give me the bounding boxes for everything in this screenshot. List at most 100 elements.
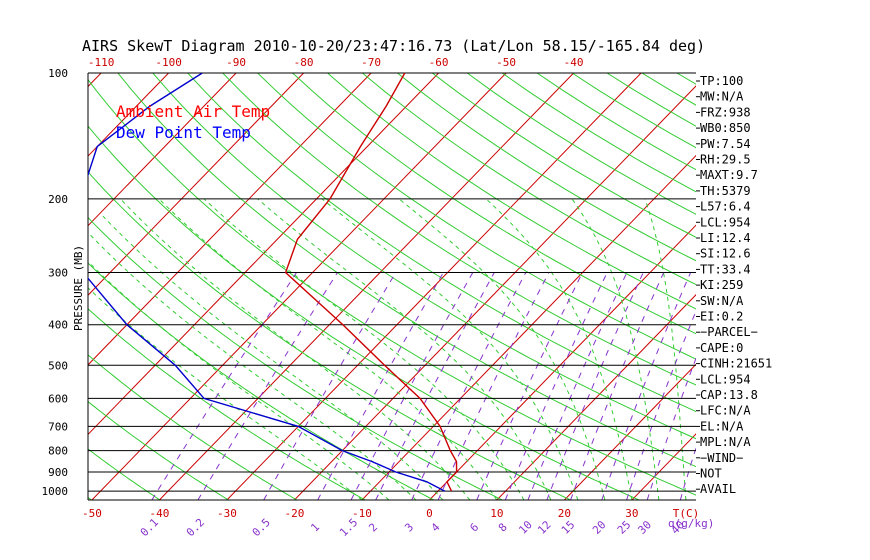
mixing-ratio-line xyxy=(437,272,550,500)
isotherm-line xyxy=(294,85,696,500)
stability-index-label: −WIND− xyxy=(700,451,743,465)
top-temp-tick-label: -40 xyxy=(564,56,584,69)
pressure-tick-label: 400 xyxy=(48,319,68,332)
dry-adiabat-line xyxy=(117,73,696,468)
mixing-ratio-tick-label: 30 xyxy=(635,518,654,537)
stability-index-label: LI:12.4 xyxy=(700,231,751,245)
mixing-ratio-line xyxy=(570,272,665,500)
mixing-ratio-tick-label: 2 xyxy=(366,521,380,535)
top-temp-tick-label: -100 xyxy=(155,56,182,69)
mixing-ratio-line xyxy=(646,356,696,500)
mixing-ratio-line xyxy=(151,272,297,500)
stability-index-label: MW:N/A xyxy=(700,90,744,104)
moist-adiabat-line xyxy=(398,198,606,500)
isotherm-line xyxy=(88,73,372,366)
moist-adiabat-line xyxy=(158,198,498,500)
dry-adiabat-line xyxy=(88,262,435,500)
mixing-ratio-line xyxy=(626,309,696,500)
dry-adiabat-line xyxy=(222,73,696,386)
moist-adiabat-line xyxy=(120,198,471,500)
bottom-temp-tick-label: -40 xyxy=(149,507,169,520)
mixing-ratio-tick-label: 1 xyxy=(308,521,322,535)
dew-point-temp-line xyxy=(88,73,446,492)
isotherm-line xyxy=(361,154,696,500)
dry-adiabat-line xyxy=(152,73,696,440)
mixing-ratio-line xyxy=(476,272,583,500)
stability-index-label: TT:33.4 xyxy=(700,262,751,276)
dry-adiabat-line xyxy=(501,73,696,193)
isotherm-line xyxy=(88,73,439,436)
isotherm-line xyxy=(159,73,574,500)
stability-index-label: WB0:850 xyxy=(700,121,751,135)
isotherm-line xyxy=(88,73,304,296)
legend-dew-point-temp: Dew Point Temp xyxy=(116,123,251,142)
legend: Ambient Air Temp Dew Point Temp xyxy=(116,102,270,142)
dry-adiabat-line xyxy=(0,73,23,500)
mixing-ratio-line xyxy=(197,272,338,500)
bottom-temp-tick-label: 0 xyxy=(426,507,433,520)
legend-ambient-air-temp: Ambient Air Temp xyxy=(116,102,270,121)
ambient-air-temp-line xyxy=(284,73,458,492)
bottom-temp-tick-label: 10 xyxy=(490,507,503,520)
mixing-ratio-tick-label: 4 xyxy=(429,520,443,534)
moist-adiabat-line xyxy=(102,215,444,500)
mixing-ratio-line xyxy=(375,272,495,500)
stability-index-label: TH:5379 xyxy=(700,184,751,198)
stability-index-label: PW:7.54 xyxy=(700,137,751,151)
stability-index-label: TP:100 xyxy=(700,74,743,88)
dry-adiabat-line xyxy=(88,171,571,500)
mixing-ratio-unit: q(g/kg) xyxy=(668,517,714,530)
stability-index-label: FRZ:938 xyxy=(700,105,751,119)
stability-index-label: AVAIL xyxy=(700,482,736,496)
sounding-series xyxy=(88,73,458,492)
stability-index-label: NOT xyxy=(700,467,722,481)
top-temp-tick-label: -90 xyxy=(226,56,246,69)
isotherm-line xyxy=(631,433,696,500)
mixing-ratio-line xyxy=(601,272,692,500)
pressure-tick-label: 700 xyxy=(48,420,68,433)
bottom-temp-tick-label: -30 xyxy=(217,507,237,520)
dry-adiabat-line xyxy=(397,73,696,262)
chart-title: AIRS SkewT Diagram 2010-10-20/23:47:16.7… xyxy=(82,37,705,55)
isotherm-line xyxy=(496,294,696,500)
moist-adiabat-line xyxy=(88,231,417,500)
mixing-ratio-line xyxy=(350,272,474,500)
mixing-ratio-line xyxy=(527,272,628,500)
top-temp-tick-label: -80 xyxy=(294,56,314,69)
stability-index-label: L57:6.4 xyxy=(700,200,751,214)
mixing-ratio-tick-label: 12 xyxy=(535,518,554,537)
moist-adiabat-line xyxy=(88,260,390,500)
stability-index-label: EI:0.2 xyxy=(700,310,743,324)
dry-adiabat-line xyxy=(88,78,696,496)
pressure-tick-label: 800 xyxy=(48,445,68,458)
dry-adiabat-line xyxy=(88,216,503,500)
dry-adiabat-line xyxy=(187,73,696,413)
stability-index-label: LCL:954 xyxy=(700,215,751,229)
isotherm-line xyxy=(226,73,642,500)
isotherm-line xyxy=(0,73,34,500)
dry-adiabat-line xyxy=(257,73,696,360)
bottom-temp-tick-label: 20 xyxy=(558,507,571,520)
top-temp-tick-label: -50 xyxy=(496,56,516,69)
dry-adiabat-line xyxy=(88,448,161,500)
mixing-ratio-line xyxy=(263,272,397,500)
isotherm-line xyxy=(564,363,696,500)
moist-adiabat-line xyxy=(88,287,363,500)
mixing-ratio-line xyxy=(317,272,444,500)
top-temp-tick-label: -110 xyxy=(88,56,115,69)
stability-index-label: EL:N/A xyxy=(700,419,744,433)
pressure-tick-label: 300 xyxy=(48,267,68,280)
pressure-tick-label: 600 xyxy=(48,392,68,405)
mixing-ratio-tick-label: 3 xyxy=(402,521,416,535)
stability-index-label: SI:12.6 xyxy=(700,247,751,261)
mixing-ratio-tick-label: 6 xyxy=(467,521,481,535)
plot-frame xyxy=(87,72,696,501)
pressure-tick-label: 900 xyxy=(48,466,68,479)
mixing-ratio-tick-label: 25 xyxy=(615,518,634,537)
dry-adiabat-line xyxy=(292,73,696,335)
isotherm-line xyxy=(91,73,507,500)
mixing-ratio-tick-label: 8 xyxy=(496,521,510,535)
